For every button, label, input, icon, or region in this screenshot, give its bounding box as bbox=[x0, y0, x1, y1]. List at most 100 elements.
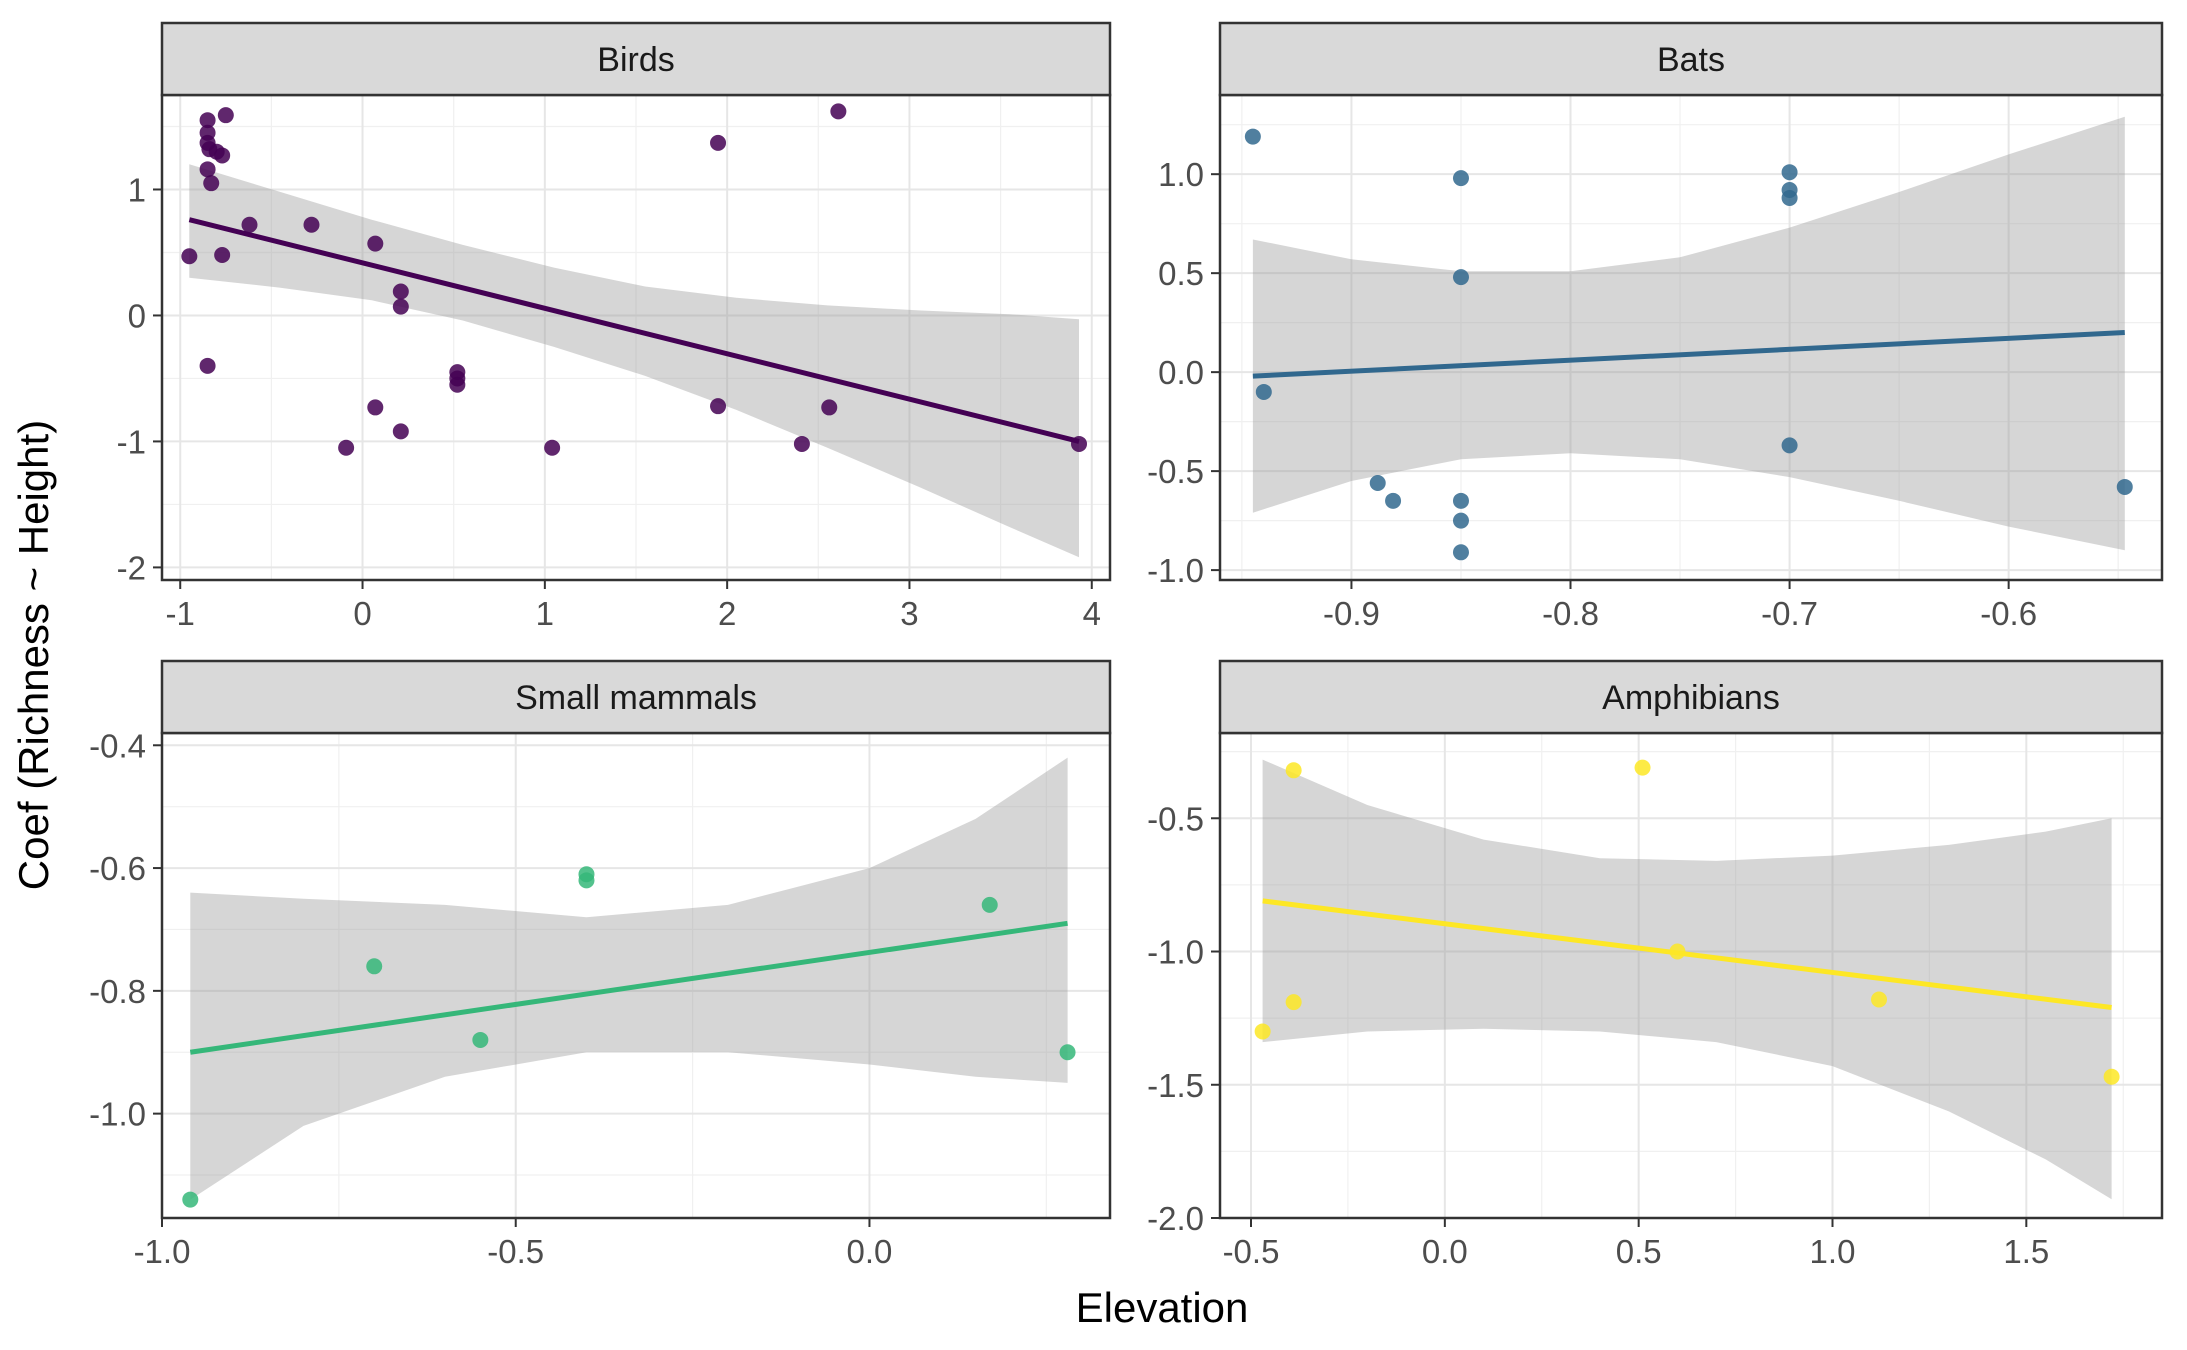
facet-birds: Birds -1 0 1 2 3 4 -2 -1 0 1 bbox=[117, 21, 1112, 632]
birds-data-point bbox=[392, 423, 409, 440]
birds-data-point bbox=[241, 216, 258, 233]
birds-x-tick-label: -1 bbox=[166, 595, 195, 632]
bats-data-point bbox=[1781, 437, 1798, 454]
birds-data-point bbox=[303, 216, 320, 233]
birds-x-tick-label: 1 bbox=[536, 595, 554, 632]
bats-data-point bbox=[2116, 478, 2133, 495]
bats-data-point bbox=[1369, 475, 1386, 491]
birds-data-point bbox=[830, 103, 847, 120]
birds-data-point bbox=[367, 235, 384, 252]
facet-small-mammals: Small mammals -1.0 -0.5 0.0 -1.0 -0.8 -0.6 -0.4 bbox=[89, 659, 1112, 1270]
small-mammals-data-point bbox=[472, 1031, 489, 1048]
amphibians-y-tick-label: -0.5 bbox=[1147, 800, 1204, 837]
birds-data-point bbox=[181, 248, 198, 265]
birds-x-tick-label: 4 bbox=[1083, 595, 1101, 632]
birds-data-point bbox=[710, 134, 727, 151]
bats-data-point bbox=[1452, 544, 1469, 561]
amphibians-data-point bbox=[1871, 991, 1888, 1008]
bats-x-tick-label: -0.6 bbox=[1980, 595, 2037, 632]
amphibians-regression-line bbox=[1262, 898, 2112, 1010]
bats-regression-line bbox=[1252, 330, 2125, 379]
birds-data-point bbox=[199, 112, 216, 129]
small-mammals-data-point bbox=[981, 896, 998, 913]
amphibians-data-point bbox=[1254, 1023, 1271, 1040]
bats-y-tick-label: 0.0 bbox=[1158, 354, 1204, 391]
amphibians-plot-area bbox=[1220, 733, 2162, 1218]
small-mammals-y-tick-label: -0.6 bbox=[89, 850, 146, 887]
small-mammals-strip-label: Small mammals bbox=[515, 679, 757, 717]
birds-regression-line bbox=[188, 217, 1080, 444]
birds-data-point bbox=[793, 435, 810, 452]
birds-y-tick-label: -2 bbox=[117, 549, 146, 586]
birds-data-point bbox=[392, 298, 409, 315]
amphibians-x-tick-label: 0.5 bbox=[1616, 1233, 1662, 1270]
y-axis-title: Coef (Richness ~ Height) bbox=[10, 420, 57, 890]
birds-data-point bbox=[199, 161, 216, 178]
bats-data-point bbox=[1781, 189, 1798, 206]
small-mammals-y-tick-label: -0.8 bbox=[89, 973, 146, 1010]
small-mammals-confidence-band bbox=[190, 757, 1068, 1200]
small-mammals-regression-line bbox=[189, 920, 1068, 1055]
amphibians-y-tick-label: -1.0 bbox=[1147, 934, 1204, 971]
birds-x-tick-label: 2 bbox=[718, 595, 736, 632]
bats-data-point bbox=[1255, 383, 1272, 400]
amphibians-y-tick-label: -2.0 bbox=[1147, 1200, 1204, 1237]
bats-confidence-band bbox=[1252, 116, 2125, 551]
amphibians-strip bbox=[1218, 659, 2164, 735]
amphibians-data-point bbox=[1634, 759, 1651, 776]
bats-y-tick-label: -0.5 bbox=[1147, 453, 1204, 490]
birds-data-point bbox=[821, 399, 838, 416]
amphibians-strip-label: Amphibians bbox=[1602, 679, 1780, 717]
birds-y-tick-label: 0 bbox=[128, 297, 146, 334]
birds-data-point bbox=[338, 439, 355, 456]
facet-amphibians: Amphibians -0.5 0.0 0.5 1.0 1.5 -2.0 -1.5 -1.0 -0… bbox=[1147, 659, 2164, 1270]
bats-x-tick-label: -0.8 bbox=[1542, 595, 1599, 632]
small-mammals-x-tick-label: -0.5 bbox=[487, 1233, 544, 1270]
birds-strip-label: Birds bbox=[597, 41, 674, 79]
amphibians-data-point bbox=[1285, 994, 1302, 1011]
small-mammals-data-point bbox=[578, 872, 595, 889]
birds-data-point bbox=[214, 246, 231, 263]
amphibians-y-tick-label: -1.5 bbox=[1147, 1067, 1204, 1104]
bats-data-point bbox=[1452, 269, 1469, 286]
bats-y-tick-label: 0.5 bbox=[1158, 255, 1204, 292]
amphibians-x-tick-label: -0.5 bbox=[1223, 1233, 1280, 1270]
amphibians-x-tick-label: 1.5 bbox=[2003, 1233, 2049, 1270]
birds-strip bbox=[160, 21, 1112, 97]
bats-y-tick-label: -1.0 bbox=[1147, 552, 1204, 589]
amphibians-confidence-band bbox=[1262, 759, 2112, 1200]
birds-confidence-band bbox=[189, 164, 1080, 558]
birds-data-point bbox=[710, 398, 727, 415]
birds-data-point bbox=[392, 283, 409, 300]
birds-data-point bbox=[217, 107, 234, 124]
facet-bats: Bats -0.9 -0.8 -0.7 -0.6 -1.0 -0.5 0.0 0.5 1.0 bbox=[1147, 21, 2164, 632]
amphibians-data-point bbox=[2103, 1068, 2120, 1085]
small-mammals-x-tick-label: 0.0 bbox=[847, 1233, 893, 1270]
amphibians-data-point bbox=[1285, 762, 1302, 779]
bats-data-point bbox=[1452, 492, 1469, 509]
small-mammals-x-tick-label: -1.0 bbox=[134, 1233, 191, 1270]
x-axis-title: Elevation bbox=[1076, 1284, 1249, 1331]
small-mammals-strip bbox=[160, 659, 1112, 735]
bats-x-tick-label: -0.7 bbox=[1761, 595, 1818, 632]
small-mammals-data-point bbox=[182, 1191, 199, 1208]
birds-data-point bbox=[199, 357, 216, 374]
birds-data-point bbox=[449, 376, 466, 393]
bats-strip-label: Bats bbox=[1657, 41, 1725, 79]
birds-y-tick-label: -1 bbox=[117, 423, 146, 460]
small-mammals-y-tick-label: -0.4 bbox=[89, 727, 146, 764]
amphibians-x-tick-label: 1.0 bbox=[1810, 1233, 1856, 1270]
bats-data-point bbox=[1452, 170, 1469, 187]
birds-data-point bbox=[214, 147, 231, 164]
birds-x-tick-label: 0 bbox=[353, 595, 371, 632]
small-mammals-data-point bbox=[366, 958, 383, 975]
bats-data-point bbox=[1385, 492, 1402, 509]
small-mammals-plot-area bbox=[162, 733, 1110, 1218]
birds-x-tick-label: 3 bbox=[900, 595, 918, 632]
birds-data-point bbox=[203, 175, 220, 192]
birds-data-point bbox=[544, 439, 561, 456]
bats-strip bbox=[1218, 21, 2164, 97]
birds-y-tick-label: 1 bbox=[128, 171, 146, 208]
birds-data-point bbox=[367, 399, 384, 416]
